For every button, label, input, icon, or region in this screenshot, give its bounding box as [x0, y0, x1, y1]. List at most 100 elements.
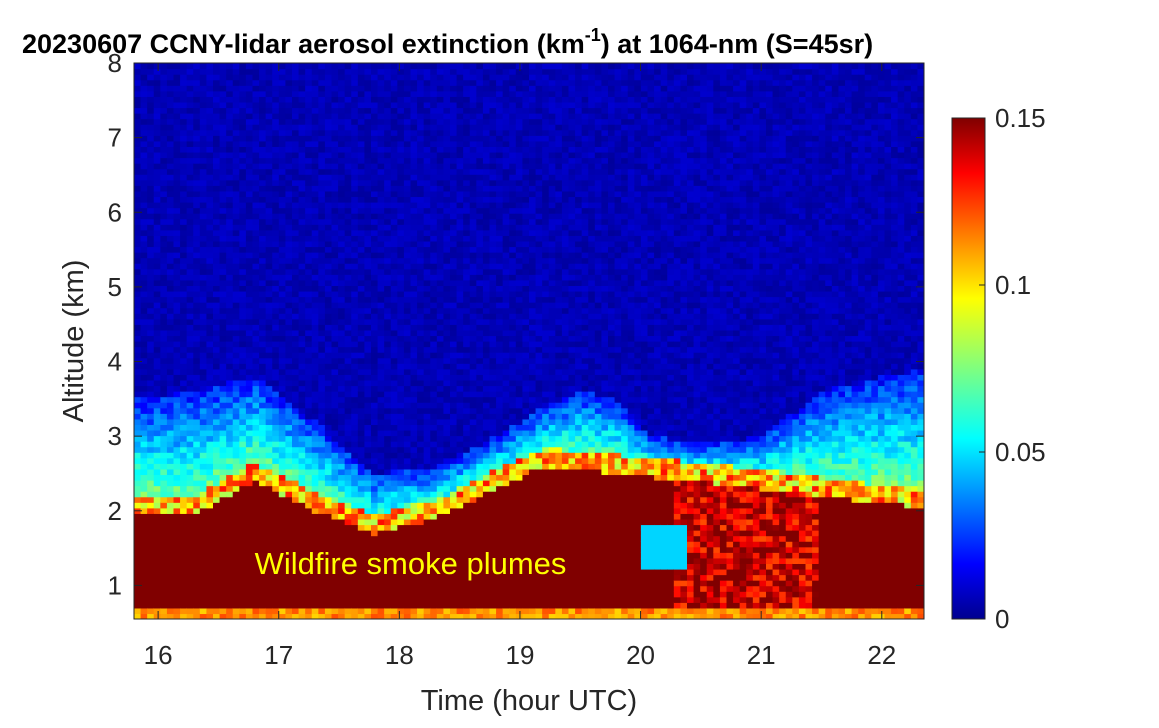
heatmap-cell	[423, 613, 431, 619]
heatmap-cell	[226, 524, 234, 531]
heatmap-cell	[443, 441, 451, 448]
heatmap-cell	[173, 346, 181, 353]
heatmap-cell	[403, 202, 412, 209]
heatmap-cell	[232, 568, 240, 576]
heatmap-cell	[357, 357, 366, 364]
heatmap-cell	[357, 480, 366, 487]
heatmap-cell	[305, 124, 313, 131]
heatmap-cell	[134, 352, 142, 359]
heatmap-cell	[338, 285, 346, 292]
heatmap-cell	[417, 163, 425, 170]
heatmap-cell	[292, 607, 300, 615]
heatmap-cell	[331, 163, 339, 170]
heatmap-cell	[193, 557, 201, 564]
heatmap-cell	[397, 602, 405, 609]
heatmap-cell	[239, 313, 247, 320]
heatmap-cell	[186, 218, 194, 225]
heatmap-cell	[397, 285, 405, 292]
heatmap-cell	[331, 429, 339, 437]
heatmap-cell	[199, 502, 208, 509]
heatmap-cell	[140, 285, 148, 292]
heatmap-cell	[331, 207, 339, 214]
heatmap-cell	[377, 240, 385, 248]
heatmap-cell	[245, 568, 254, 576]
chart-title-main: 20230607 CCNY-lidar aerosol extinction (…	[22, 29, 585, 59]
heatmap-cell	[147, 535, 155, 542]
heatmap-cell	[357, 385, 366, 392]
heatmap-cell	[292, 507, 300, 514]
heatmap-cell	[245, 157, 254, 164]
heatmap-cell	[292, 157, 300, 164]
heatmap-cell	[364, 429, 372, 437]
heatmap-cell	[160, 391, 168, 398]
heatmap-cell	[180, 391, 188, 398]
heatmap-cell	[278, 507, 287, 514]
heatmap-cell	[265, 429, 273, 437]
heatmap-cell	[232, 552, 240, 559]
heatmap-cell	[436, 563, 445, 570]
heatmap-cell	[285, 218, 293, 225]
heatmap-cell	[147, 279, 155, 286]
heatmap-cell	[351, 341, 359, 348]
heatmap-cell	[331, 101, 339, 109]
heatmap-cell	[199, 463, 208, 470]
heatmap-cell	[443, 368, 451, 375]
heatmap-cell	[285, 240, 293, 248]
heatmap-cell	[193, 496, 201, 503]
heatmap-cell	[232, 363, 240, 370]
heatmap-cell	[318, 90, 326, 97]
heatmap-cell	[245, 379, 254, 387]
heatmap-cell	[456, 435, 464, 442]
heatmap-cell	[292, 518, 300, 526]
heatmap-cell	[450, 179, 458, 186]
heatmap-cell	[397, 580, 405, 587]
heatmap-cell	[245, 218, 254, 225]
heatmap-cell	[450, 613, 458, 619]
heatmap-cell	[252, 257, 260, 264]
heatmap-cell	[213, 346, 221, 353]
heatmap-cell	[239, 302, 247, 309]
heatmap-cell	[410, 474, 418, 481]
heatmap-cell	[180, 429, 188, 437]
heatmap-cell	[351, 474, 359, 481]
heatmap-cell	[193, 68, 201, 75]
heatmap-cell	[397, 491, 405, 498]
heatmap-cell	[430, 224, 438, 231]
heatmap-cell	[410, 124, 418, 131]
heatmap-cell	[239, 352, 247, 359]
heatmap-cell	[259, 402, 267, 409]
heatmap-cell	[265, 463, 273, 470]
heatmap-cell	[186, 296, 194, 303]
heatmap-cell	[259, 396, 267, 403]
heatmap-cell	[213, 168, 221, 175]
heatmap-cell	[173, 574, 181, 581]
heatmap-cell	[390, 335, 398, 342]
heatmap-cell	[219, 157, 227, 164]
heatmap-cell	[456, 568, 464, 576]
heatmap-cell	[410, 168, 418, 175]
heatmap-cell	[140, 546, 148, 553]
heatmap-cell	[417, 557, 425, 564]
heatmap-cell	[318, 235, 326, 242]
heatmap-cell	[403, 101, 412, 109]
heatmap-cell	[410, 452, 418, 459]
heatmap-cell	[278, 129, 287, 136]
heatmap-cell	[285, 285, 293, 292]
heatmap-cell	[239, 563, 247, 570]
heatmap-cell	[357, 413, 366, 420]
heatmap-cell	[219, 546, 227, 553]
heatmap-cell	[410, 302, 418, 309]
heatmap-cell	[298, 613, 306, 619]
heatmap-cell	[324, 196, 333, 203]
heatmap-cell	[226, 480, 234, 487]
heatmap-cell	[364, 546, 372, 553]
heatmap-cell	[450, 363, 458, 370]
heatmap-cell	[338, 124, 346, 131]
heatmap-cell	[397, 402, 405, 409]
heatmap-cell	[423, 379, 431, 387]
heatmap-cell	[417, 235, 425, 242]
heatmap-cell	[199, 563, 208, 570]
heatmap-cell	[298, 357, 306, 364]
heatmap-cell	[338, 513, 346, 520]
heatmap-cell	[232, 474, 240, 481]
